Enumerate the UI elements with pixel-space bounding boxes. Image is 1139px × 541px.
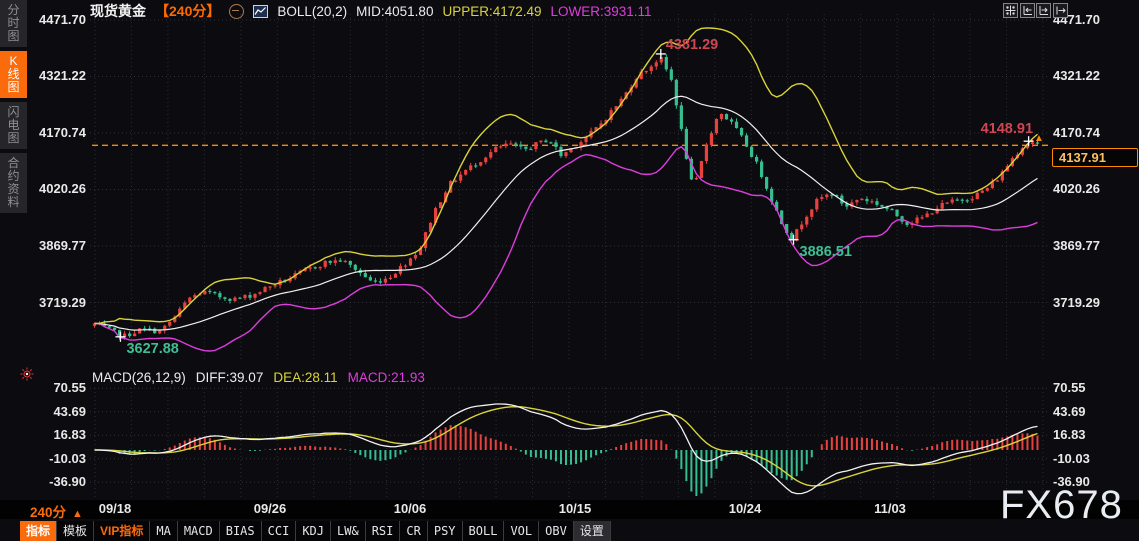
toolbar-button-模板[interactable]: 模板 [57, 521, 95, 541]
axis-tick-label: 16.83 [53, 427, 86, 443]
axis-tick-label: 4321.22 [39, 68, 86, 84]
axis-tick-label: -10.03 [49, 450, 86, 466]
current-price-value: 4137.91 [1059, 150, 1106, 166]
boll-upper-value: UPPER:4172.49 [442, 3, 542, 19]
axis-tick-label: 70.55 [53, 380, 86, 396]
minus-circle-icon[interactable] [229, 3, 245, 19]
toolbar-button-BOLL[interactable]: BOLL [462, 521, 505, 541]
axis-tick-label: 4020.26 [1053, 181, 1100, 197]
current-price-tag: 4137.91 [1052, 148, 1138, 168]
period-selector-label: 240分 [30, 505, 67, 520]
macd-macd-value: MACD:21.93 [347, 370, 425, 385]
extreme-price-annotation: 3627.88 [126, 340, 179, 357]
axis-tick-label: 43.69 [1053, 403, 1086, 419]
date-tick-label: 09/18 [98, 501, 132, 516]
period-selector[interactable]: 240分 ▲ [30, 501, 83, 521]
macd-dea-value: DEA:28.11 [273, 370, 338, 385]
boll-lower-value: LOWER:3931.11 [550, 3, 652, 19]
chart-tool-icons [1003, 3, 1068, 18]
axis-tick-label: 3869.77 [39, 238, 86, 253]
toolbar-button-PSY[interactable]: PSY [427, 521, 463, 541]
extreme-price-annotation: 3886.51 [799, 243, 852, 260]
chart-header: 现货黄金 【240分】 BOLL(20,2) MID:4051.80 UPPER… [90, 2, 652, 20]
chart-thumbnail-icon[interactable] [253, 4, 269, 18]
indicator-toolbar: 指标 模板 VIP指标 MA MACD BIAS CCI KDJ LW& RSI CR PSY BOLL… [20, 521, 611, 541]
extreme-price-annotation: 4148.91 [980, 121, 1034, 138]
symbol-name: 现货黄金 [90, 3, 146, 19]
macd-params-label: MACD(26,12,9) [92, 370, 186, 385]
toolbar-button-LW&[interactable]: LW& [331, 521, 366, 541]
sidebar-tab-2[interactable]: 闪电图 [0, 102, 27, 149]
date-tick-label: 10/15 [558, 501, 592, 516]
toolbar-button-指标[interactable]: 指标 [20, 521, 58, 541]
date-tick-label: 11/03 [874, 501, 906, 516]
axis-tick-label: 4170.74 [39, 124, 86, 140]
toolbar-button-VIP指标[interactable]: VIP指标 [94, 521, 151, 541]
axis-tick-label: 3869.77 [1053, 238, 1100, 253]
axis-tick-label: 4170.74 [1053, 124, 1100, 140]
axis-tick-label: -36.90 [1053, 474, 1090, 490]
sidebar-tab-0[interactable]: 分时图 [0, 0, 27, 47]
pan-move-icon[interactable] [1003, 3, 1018, 18]
triangle-up-icon: ▲ [72, 508, 83, 520]
compress-right-icon[interactable] [1036, 3, 1051, 18]
toolbar-button-CCI[interactable]: CCI [261, 521, 297, 541]
alarm-icon[interactable] [20, 367, 34, 386]
toolbar-button-CR[interactable]: CR [400, 521, 428, 541]
date-tick-label: 10/24 [728, 501, 762, 516]
toolbar-button-OBV[interactable]: OBV [539, 521, 574, 541]
toolbar-button-KDJ[interactable]: KDJ [296, 521, 332, 541]
axis-tick-label: 3719.29 [1053, 294, 1100, 310]
macd-diff-value: DIFF:39.07 [195, 370, 264, 385]
axis-tick-label: 43.69 [53, 403, 86, 419]
axis-tick-label: 16.83 [1053, 427, 1086, 443]
goto-latest-icon[interactable] [1052, 3, 1068, 18]
toolbar-button-RSI[interactable]: RSI [365, 521, 401, 541]
sidebar-tab-3[interactable]: 合约资料 [0, 153, 27, 213]
toolbar-button-BIAS[interactable]: BIAS [219, 521, 262, 541]
date-tick-label: 10/06 [393, 501, 427, 516]
boll-mid-value: MID:4051.80 [356, 3, 434, 19]
axis-tick-label: 4321.22 [1053, 68, 1100, 84]
date-tick-label: 09/26 [253, 501, 287, 516]
fx678-watermark: FX678 [1000, 483, 1123, 527]
extreme-price-annotation: 4381.29 [665, 36, 719, 53]
macd-header: MACD(26,12,9) DIFF:39.07 DEA:28.11 MACD:… [92, 370, 425, 385]
axis-tick-label: 3719.29 [39, 294, 86, 310]
toolbar-button-设置[interactable]: 设置 [573, 521, 611, 541]
price-marker-icon: ▲ [1034, 133, 1044, 145]
toolbar-button-MACD[interactable]: MACD [177, 521, 220, 541]
axis-tick-label: 4471.70 [39, 12, 86, 27]
toolbar-button-MA[interactable]: MA [150, 521, 178, 541]
time-axis-row: 240分 ▲ 09/18 09/26 10/06 10/15 10/24 11/03 [0, 500, 1139, 521]
period-badge[interactable]: 【240分】 [155, 3, 221, 19]
axis-tick-label: -10.03 [1053, 450, 1090, 466]
axis-tick-label: -36.90 [49, 474, 86, 490]
axis-tick-label: 4020.26 [39, 181, 86, 197]
compress-left-icon[interactable] [1019, 3, 1035, 18]
axis-tick-label: 70.55 [1053, 380, 1086, 396]
toolbar-button-VOL[interactable]: VOL [504, 521, 540, 541]
boll-params-label: BOLL(20,2) [277, 3, 348, 19]
